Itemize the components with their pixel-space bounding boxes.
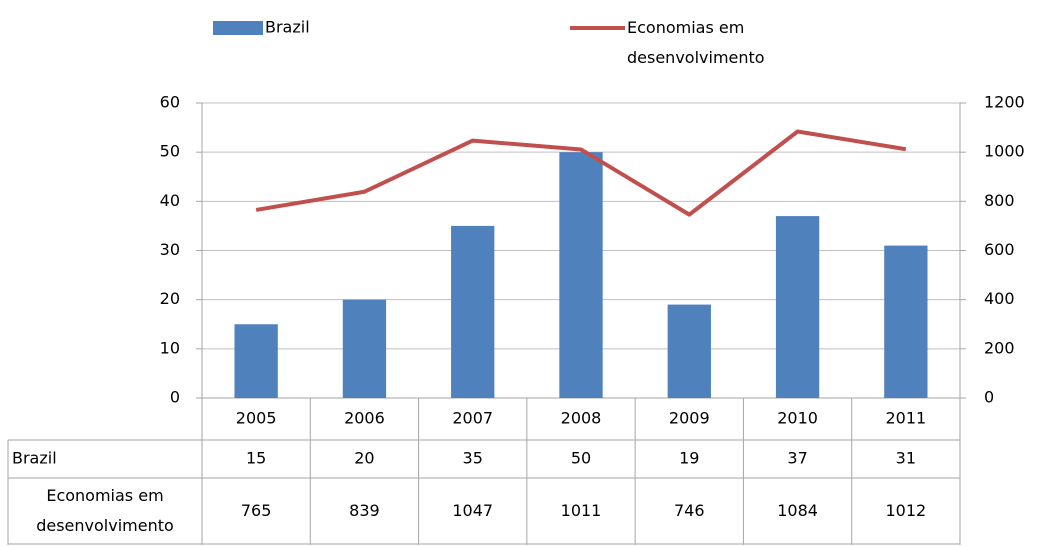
y2-tick-label: 0: [984, 388, 994, 407]
table-cell: 1084: [777, 501, 818, 520]
bar: [884, 245, 928, 398]
table-row-label: Brazil: [12, 449, 57, 468]
x-tick-label: 2011: [885, 409, 926, 428]
table-row-label: Economias em desenvolvimento: [36, 486, 174, 535]
x-tick-label: 2007: [452, 409, 493, 428]
y2-tick-label: 400: [984, 289, 1015, 308]
table-cell: 1012: [885, 501, 926, 520]
legend-swatch: [213, 21, 263, 35]
line: [255, 129, 907, 217]
table-cell: 1011: [561, 501, 602, 520]
bar: [342, 299, 387, 398]
y-tick-label: 10: [160, 338, 180, 357]
y-tick-label: 40: [160, 191, 180, 210]
bar: [451, 225, 495, 398]
y2-tick-label: 600: [984, 240, 1015, 259]
y2-tick-label: 800: [984, 191, 1015, 210]
y-tick-label: 60: [160, 93, 180, 112]
y2-tick-label: 1200: [984, 93, 1025, 112]
table-cell: 15: [246, 449, 266, 468]
bar: [234, 324, 278, 398]
y-tick-label: 20: [160, 289, 180, 308]
y2-tick-label: 200: [984, 338, 1015, 357]
y-tick-label: 0: [170, 388, 180, 407]
table-cell: 35: [463, 449, 483, 468]
x-tick-label: 2009: [669, 409, 710, 428]
table-cell: 1047: [452, 501, 493, 520]
x-tick-label: 2008: [561, 409, 602, 428]
y-tick-label: 50: [160, 142, 180, 161]
x-tick-label: 2005: [236, 409, 277, 428]
table-cell: 19: [679, 449, 699, 468]
bar: [559, 152, 603, 398]
bar: [667, 304, 711, 398]
x-tick-label: 2010: [777, 409, 818, 428]
table-cell: 50: [571, 449, 591, 468]
bar: [775, 216, 820, 398]
x-tick-label: 2006: [344, 409, 385, 428]
legend-label: Brazil: [265, 18, 310, 37]
table-cell: 20: [354, 449, 374, 468]
table-cell: 37: [787, 449, 807, 468]
table-cell: 765: [241, 501, 272, 520]
table-cell: 31: [896, 449, 916, 468]
y2-tick-label: 1000: [984, 142, 1025, 161]
table-cell: 839: [349, 501, 380, 520]
y-tick-label: 30: [160, 240, 180, 259]
legend-label: Economias em desenvolvimento: [627, 18, 765, 67]
table-cell: 746: [674, 501, 705, 520]
